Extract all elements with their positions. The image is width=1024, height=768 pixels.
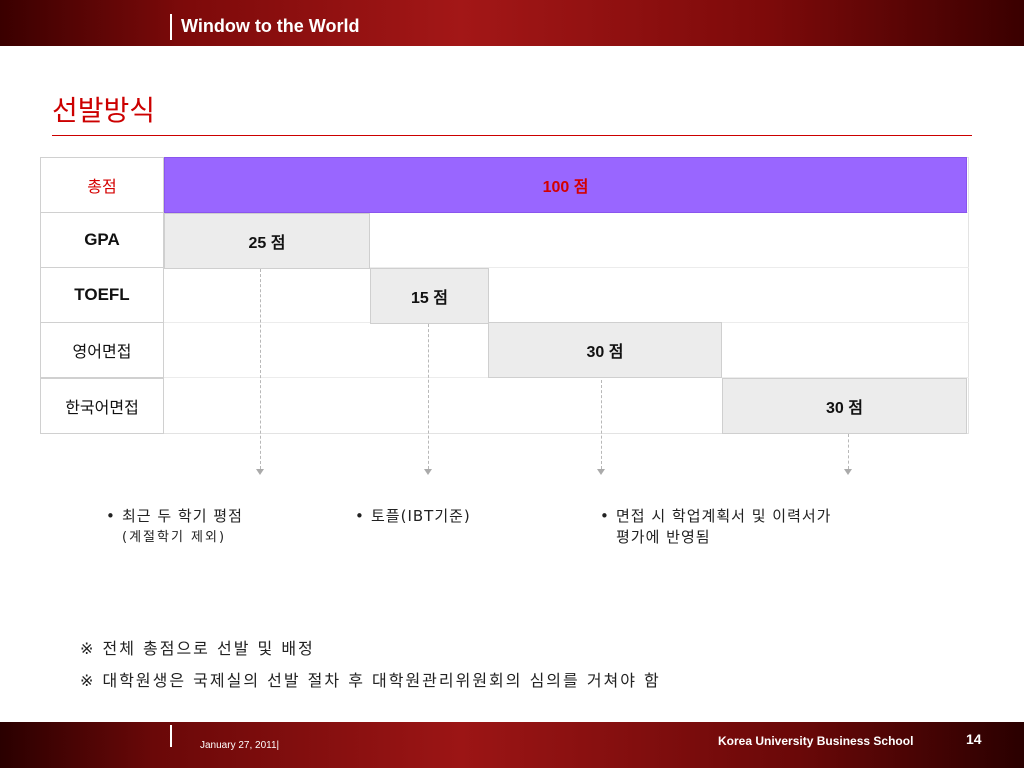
footer-school-name: Korea University Business School (718, 734, 914, 748)
row-label-korean-interview: 한국어면접 (40, 378, 164, 434)
row-label-english-interview: 영어면접 (40, 322, 164, 378)
page-number: 14 (966, 731, 982, 747)
interview-note-text-line2: 평가에 반영됨 (616, 528, 711, 546)
header-divider (170, 14, 172, 40)
page-title: 선발방식 (52, 94, 156, 127)
bullet: • (600, 507, 610, 525)
gpa-note: • 최근 두 학기 평점 (계절학기 제외) (106, 506, 243, 548)
row-label-gpa: GPA (40, 212, 164, 268)
english-interview-score-cell: 30 점 (488, 322, 722, 378)
interview-note-text: 면접 시 학업계획서 및 이력서가 (616, 507, 832, 525)
footnote-graduate: ※ 대학원생은 국제실의 선발 절차 후 대학원관리위원회의 심의를 거쳐야 함 (80, 671, 661, 690)
toefl-note: • 토플(IBT기준) (355, 506, 471, 527)
arrow-down-icon (424, 469, 432, 475)
toefl-connector-line (428, 324, 429, 469)
gpa-connector-line (260, 269, 261, 469)
toefl-score-cell: 15 점 (370, 268, 489, 324)
interview-note: • 면접 시 학업계획서 및 이력서가 평가에 반영됨 (600, 506, 832, 548)
row-label-total: 총점 (40, 157, 164, 213)
score-table: 총점 GPA TOEFL 영어면접 한국어면접 100 점 25 점 15 점 … (40, 157, 969, 434)
row-label-toefl: TOEFL (40, 267, 164, 323)
footer-divider (170, 725, 172, 747)
gpa-note-text: 최근 두 학기 평점 (122, 507, 243, 525)
title-rule (52, 135, 972, 136)
korean-interview-connector-line (848, 434, 849, 469)
toefl-note-text: 토플(IBT기준) (371, 507, 471, 525)
bullet: • (106, 507, 116, 525)
arrow-down-icon (256, 469, 264, 475)
header-title: Window to the World (181, 16, 360, 36)
grid-line (164, 267, 969, 268)
arrow-down-icon (597, 469, 605, 475)
footnote-selection: ※ 전체 총점으로 선발 및 배정 (80, 639, 315, 658)
arrow-down-icon (844, 469, 852, 475)
korean-interview-score-cell: 30 점 (722, 378, 967, 434)
total-score-cell: 100 점 (164, 157, 967, 213)
english-interview-connector-line (601, 380, 602, 469)
bullet: • (355, 507, 365, 525)
gpa-note-subtext: (계절학기 제외) (122, 530, 227, 545)
gpa-score-cell: 25 점 (164, 213, 370, 269)
footer-date: January 27, 2011| (200, 740, 280, 751)
header-bar (0, 0, 1024, 46)
